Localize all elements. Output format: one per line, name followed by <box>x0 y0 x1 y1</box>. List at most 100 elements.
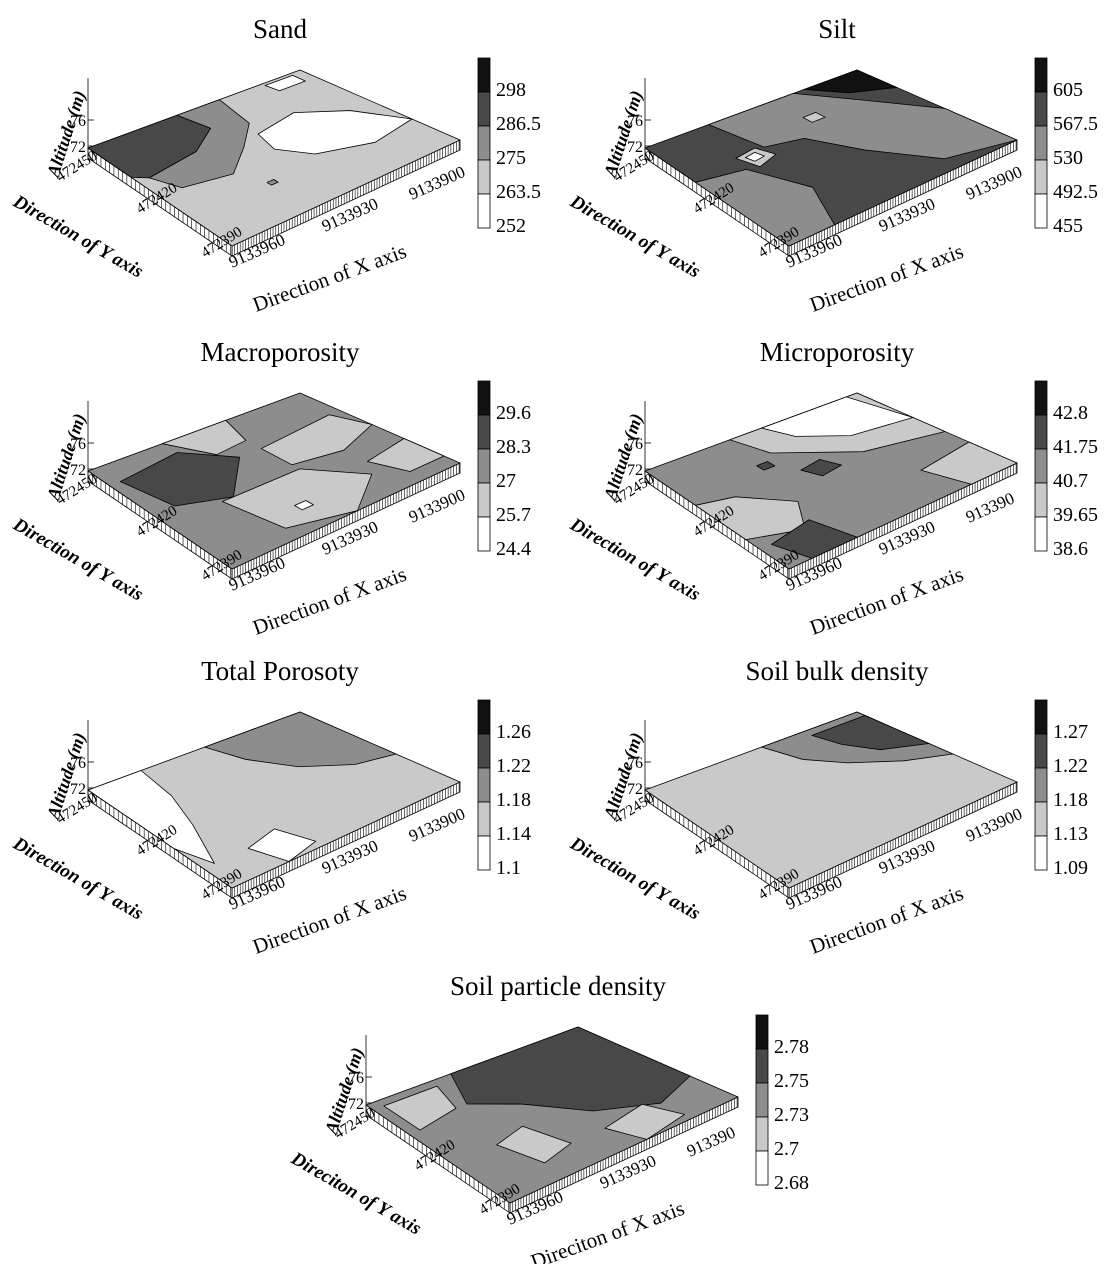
altitude-tick-label: 76 <box>70 755 86 772</box>
legend-swatch-level-2 <box>477 767 491 803</box>
legend-level-label: 286.5 <box>496 113 541 135</box>
legend-swatch-level-1 <box>1034 482 1048 518</box>
legend-level-label: 1.27 <box>1053 721 1088 743</box>
contour-region-level-3 <box>756 461 776 471</box>
altitude-tick-label: 72 <box>70 139 86 156</box>
legend-swatch-level-2 <box>1034 767 1048 803</box>
legend-level-label: 1.18 <box>1053 789 1088 811</box>
legend-swatch-level-3 <box>477 414 491 450</box>
legend-level-label: 40.7 <box>1053 470 1088 492</box>
color-legend: 1.27 1.22 1.18 1.13 1.09 <box>1034 699 1088 879</box>
legend-swatch-level-1 <box>477 482 491 518</box>
legend-swatch-level-0 <box>1034 516 1048 552</box>
color-legend: 605 567.5 530 492.5 455 <box>1034 57 1098 237</box>
panel-title: Total Porosoty <box>201 656 359 686</box>
surface-contour <box>87 711 461 889</box>
legend-swatch-level-1 <box>477 159 491 195</box>
color-legend: 42.8 41.75 40.7 39.65 38.6 <box>1034 380 1098 560</box>
legend-swatch-level-4 <box>1034 380 1048 416</box>
contour-region-level-1 <box>604 1103 685 1140</box>
contour-region-level-0 <box>264 74 306 92</box>
contour-region-level-1 <box>366 438 445 472</box>
color-legend: 29.6 28.3 27 25.7 24.4 <box>477 380 531 560</box>
legend-swatch-level-3 <box>477 733 491 769</box>
legend-swatch-level-4 <box>477 699 491 735</box>
legend-level-label: 275 <box>496 147 526 169</box>
altitude-tick-label: 76 <box>627 436 643 453</box>
contour-region-level-0 <box>294 500 314 511</box>
surface-contour <box>87 69 461 247</box>
legend-swatch-level-3 <box>1034 91 1048 127</box>
contour-region-level-1 <box>694 496 806 541</box>
legend-level-label: 2.7 <box>774 1138 799 1160</box>
surface-contour <box>644 711 1018 889</box>
surface-contour <box>644 392 1018 570</box>
legend-level-label: 2.68 <box>774 1172 809 1194</box>
contour-region-level-1 <box>802 112 826 123</box>
y-axis-label: Direciton of Y axis <box>287 1148 425 1240</box>
legend-swatch-level-0 <box>1034 835 1048 871</box>
altitude-tick-label: 76 <box>627 113 643 130</box>
legend-level-label: 2.75 <box>774 1070 809 1092</box>
legend-level-label: 24.4 <box>496 538 531 560</box>
legend-level-label: 2.78 <box>774 1036 809 1058</box>
contour-region-level-0 <box>247 828 317 862</box>
contour-region-level-1 <box>496 1125 572 1164</box>
color-legend: 2.78 2.75 2.73 2.7 2.68 <box>755 1014 809 1194</box>
legend-swatch-level-0 <box>1034 193 1048 229</box>
legend-level-label: 29.6 <box>496 402 531 424</box>
altitude-tick-label: 72 <box>627 462 643 479</box>
legend-swatch-level-3 <box>755 1048 769 1084</box>
block-sides <box>644 781 1018 899</box>
legend-swatch-level-1 <box>755 1116 769 1152</box>
y-axis-label: Direction of Y axis <box>566 191 704 283</box>
legend-level-label: 1.14 <box>496 823 531 845</box>
legend-level-label: 1.13 <box>1053 823 1088 845</box>
surface-contour <box>365 1026 739 1204</box>
legend-level-label: 1.1 <box>496 857 521 879</box>
contour-region-level-0 <box>761 396 914 437</box>
panel-title: Microporosity <box>760 337 915 367</box>
y-axis-label: Direction of Y axis <box>9 514 147 606</box>
contour-region-level-0 <box>257 110 413 155</box>
legend-level-label: 1.22 <box>496 755 531 777</box>
contour-region-level-4 <box>803 69 898 94</box>
legend-swatch-level-2 <box>1034 125 1048 161</box>
contour-region-level-0 <box>87 770 215 864</box>
legend-level-label: 1.26 <box>496 721 531 743</box>
altitude-tick-label: 72 <box>70 462 86 479</box>
legend-swatch-level-4 <box>477 380 491 416</box>
contour-region-level-1 <box>383 1085 457 1131</box>
legend-swatch-level-2 <box>1034 448 1048 484</box>
contour-region-level-1 <box>920 441 1018 485</box>
legend-swatch-level-3 <box>1034 414 1048 450</box>
contour-region-level-0 <box>744 151 765 162</box>
legend-level-label: 492.5 <box>1053 181 1098 203</box>
legend-level-label: 38.6 <box>1053 538 1088 560</box>
y-axis-label: Direction of Y axis <box>566 833 704 925</box>
contour-region-level-3 <box>450 1026 691 1112</box>
color-legend: 1.26 1.22 1.18 1.14 1.1 <box>477 699 531 879</box>
legend-swatch-level-3 <box>1034 733 1048 769</box>
legend-level-label: 27 <box>496 470 516 492</box>
altitude-tick-label: 76 <box>627 755 643 772</box>
block-sides <box>644 462 1018 580</box>
contour-region-level-2 <box>694 168 836 247</box>
contour-region-level-1 <box>260 414 373 466</box>
legend-swatch-level-0 <box>477 193 491 229</box>
legend-swatch-level-0 <box>755 1150 769 1186</box>
y-axis-label: Direction of Y axis <box>9 191 147 283</box>
legend-swatch-level-1 <box>1034 801 1048 837</box>
panel-title: Soil particle density <box>450 971 666 1001</box>
altitude-tick-label: 72 <box>627 781 643 798</box>
legend-level-label: 455 <box>1053 215 1083 237</box>
legend-swatch-level-1 <box>477 801 491 837</box>
altitude-tick-label: 72 <box>348 1096 364 1113</box>
legend-level-label: 298 <box>496 79 526 101</box>
legend-swatch-level-0 <box>477 835 491 871</box>
legend-level-label: 2.73 <box>774 1104 809 1126</box>
